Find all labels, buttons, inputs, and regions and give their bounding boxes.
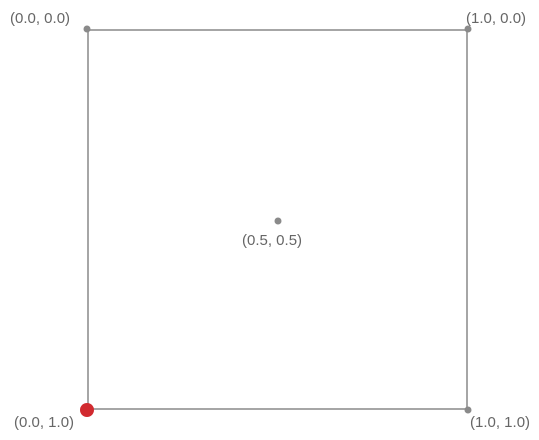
point-top-right bbox=[464, 25, 472, 33]
point-bottom-left-highlighted bbox=[80, 403, 94, 417]
unit-square-frame bbox=[87, 29, 468, 410]
point-top-left bbox=[83, 25, 91, 33]
point-bottom-right bbox=[464, 406, 472, 414]
label-bottom-right: (1.0, 1.0) bbox=[470, 414, 531, 431]
label-top-right: (1.0, 0.0) bbox=[466, 10, 527, 27]
label-bottom-left: (0.0, 1.0) bbox=[14, 414, 75, 431]
label-top-left: (0.0, 0.0) bbox=[10, 10, 71, 27]
point-center bbox=[274, 217, 282, 225]
label-center: (0.5, 0.5) bbox=[242, 232, 303, 249]
